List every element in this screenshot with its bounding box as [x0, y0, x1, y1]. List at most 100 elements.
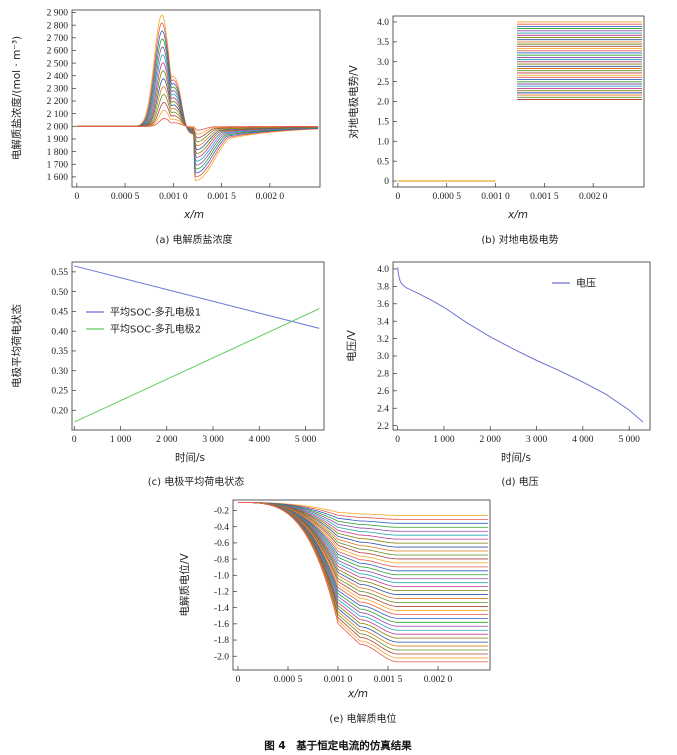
y-tick-label-a-0: 1 600 — [47, 173, 69, 183]
y-tick-label-a-12: 2 800 — [47, 21, 69, 31]
y-tick-label-b-8: 4.0 — [377, 18, 389, 28]
chart-e: 0 0.000 5 0.001 0 0.001 5 0.002 0 -0.2 -0.4 -0.… — [178, 499, 491, 725]
series-line-c-0 — [74, 265, 320, 329]
y-tick-label-d-4: 3.0 — [377, 352, 389, 362]
y-tick-label-e-6: -1.4 — [214, 604, 229, 614]
y-tick-label-b-5: 2.5 — [377, 78, 389, 88]
y-tick-label-d-3: 2.8 — [377, 370, 389, 380]
series-line-a-8 — [76, 78, 319, 150]
chart-b: 0 0.000 5 0.001 0 0.001 5 0.002 0 0 0.5 1.0 1.5 2… — [347, 15, 645, 246]
caption-a: (a) 电解质盐浓度 — [155, 233, 232, 246]
series-line-e-21 — [238, 502, 488, 599]
y-tick-label-b-4: 2.0 — [377, 98, 389, 108]
y-tick-label-a-9: 2 500 — [47, 59, 69, 69]
series-line-e-26 — [238, 502, 488, 619]
y-tick-label-e-2: -0.6 — [214, 539, 229, 549]
series-line-e-35 — [238, 502, 488, 655]
legend-label-c-1: 平均SOC-多孔电极2 — [110, 323, 201, 336]
x-tick-label-d-5: 5 000 — [618, 435, 640, 445]
y-tick-label-e-1: -0.4 — [214, 523, 229, 533]
legend-c: 平均SOC-多孔电极1 平均SOC-多孔电极2 — [86, 306, 201, 336]
series-line-e-36 — [238, 502, 488, 659]
plot-area-d — [397, 267, 644, 423]
y-tick-label-a-5: 2 100 — [47, 110, 69, 120]
legend-label-d-0: 电压 — [576, 277, 596, 290]
x-tick-label-e-4: 0.002 0 — [424, 675, 453, 685]
x-axis-label-d: 时间/s — [501, 451, 531, 464]
x-axis-label-a: x/m — [183, 209, 204, 221]
y-tick-label-e-5: -1.2 — [214, 588, 229, 598]
series-line-e-29 — [238, 502, 488, 631]
x-axis-label-c: 时间/s — [175, 451, 205, 464]
series-line-a-11 — [76, 102, 319, 139]
y-tick-label-c-7: 0.55 — [51, 268, 68, 278]
y-tick-label-a-11: 2 700 — [47, 34, 69, 44]
x-tick-label-d-2: 2 000 — [480, 435, 502, 445]
y-axis-label-e: 电解质电位/V — [178, 553, 191, 617]
y-tick-label-c-4: 0.40 — [51, 327, 68, 337]
x-tick-label-c-5: 5 000 — [295, 435, 317, 445]
series-line-a-6 — [76, 62, 319, 158]
x-tick-label-a-2: 0.001 0 — [159, 192, 188, 202]
y-tick-label-a-10: 2 600 — [47, 47, 69, 57]
y-axis-label-d: 电压/V — [345, 329, 358, 362]
series-line-e-7 — [238, 502, 488, 544]
x-tick-label-c-1: 1 000 — [110, 435, 132, 445]
series-line-a-13 — [76, 117, 319, 131]
y-tick-label-e-8: -1.8 — [214, 636, 229, 646]
series-line-a-9 — [76, 86, 319, 147]
y-tick-label-c-6: 0.50 — [51, 288, 68, 298]
y-tick-label-e-0: -0.2 — [214, 507, 229, 517]
y-tick-label-a-6: 2 200 — [47, 97, 69, 107]
x-tick-label-c-3: 3 000 — [202, 435, 224, 445]
series-line-d-0 — [397, 267, 644, 423]
y-tick-label-b-7: 3.5 — [377, 38, 389, 48]
legend-d: 电压 — [552, 277, 596, 290]
y-tick-label-c-3: 0.35 — [51, 347, 68, 357]
y-tick-label-d-8: 3.8 — [377, 283, 389, 293]
x-axis-label-b: x/m — [507, 209, 528, 221]
y-tick-label-b-2: 1.0 — [377, 137, 389, 147]
plot-area-a — [76, 14, 319, 182]
caption-e: (e) 电解质电位 — [329, 712, 396, 725]
plot-area-e — [238, 502, 488, 663]
legend-label-c-0: 平均SOC-多孔电极1 — [110, 306, 201, 319]
y-tick-label-b-6: 3.0 — [377, 58, 389, 68]
plot-frame-a — [71, 9, 321, 188]
caption-d: (d) 电压 — [501, 475, 538, 488]
y-tick-label-a-7: 2 300 — [47, 85, 69, 95]
x-tick-label-b-2: 0.001 0 — [481, 192, 510, 202]
y-tick-label-d-0: 2.2 — [377, 422, 389, 432]
x-tick-label-e-0: 0 — [236, 675, 241, 685]
y-tick-label-a-8: 2 400 — [47, 72, 69, 82]
y-tick-label-e-4: -1.0 — [214, 571, 229, 581]
y-tick-label-d-7: 3.6 — [377, 300, 389, 310]
y-tick-label-e-7: -1.6 — [214, 620, 229, 630]
chart-d: 0 1 000 2 000 3 000 4 000 5 000 2.2 2.4 2.6 2.8 3.… — [345, 261, 651, 488]
y-tick-label-d-1: 2.4 — [377, 404, 389, 414]
series-line-c-1 — [74, 308, 320, 423]
x-tick-label-c-4: 4 000 — [249, 435, 271, 445]
y-tick-label-c-1: 0.25 — [51, 387, 68, 397]
series-line-e-12 — [238, 502, 488, 564]
x-tick-label-e-1: 0.000 5 — [274, 675, 303, 685]
x-tick-label-d-4: 4 000 — [572, 435, 594, 445]
x-tick-label-b-4: 0.002 0 — [579, 192, 608, 202]
x-tick-label-b-1: 0.000 5 — [432, 192, 461, 202]
y-tick-label-a-4: 2 000 — [47, 123, 69, 133]
x-tick-label-a-1: 0.000 5 — [111, 192, 140, 202]
y-tick-label-a-1: 1 700 — [47, 160, 69, 170]
x-tick-label-d-1: 1 000 — [433, 435, 455, 445]
y-tick-label-d-9: 4.0 — [377, 265, 389, 275]
y-axis-label-a: 电解质盐浓度/(mol · m⁻³) — [10, 36, 23, 160]
series-line-e-14 — [238, 502, 488, 572]
y-tick-label-a-3: 1 900 — [47, 135, 69, 145]
series-line-e-27 — [238, 502, 488, 623]
caption-b: (b) 对地电极电势 — [481, 233, 558, 246]
x-tick-label-a-4: 0.002 0 — [256, 192, 285, 202]
series-line-e-9 — [238, 502, 488, 552]
y-axis-label-c: 电极平均荷电状态 — [10, 304, 23, 388]
series-line-e-37 — [238, 502, 488, 663]
series-line-a-7 — [76, 70, 319, 154]
y-tick-label-d-5: 3.2 — [377, 335, 389, 345]
